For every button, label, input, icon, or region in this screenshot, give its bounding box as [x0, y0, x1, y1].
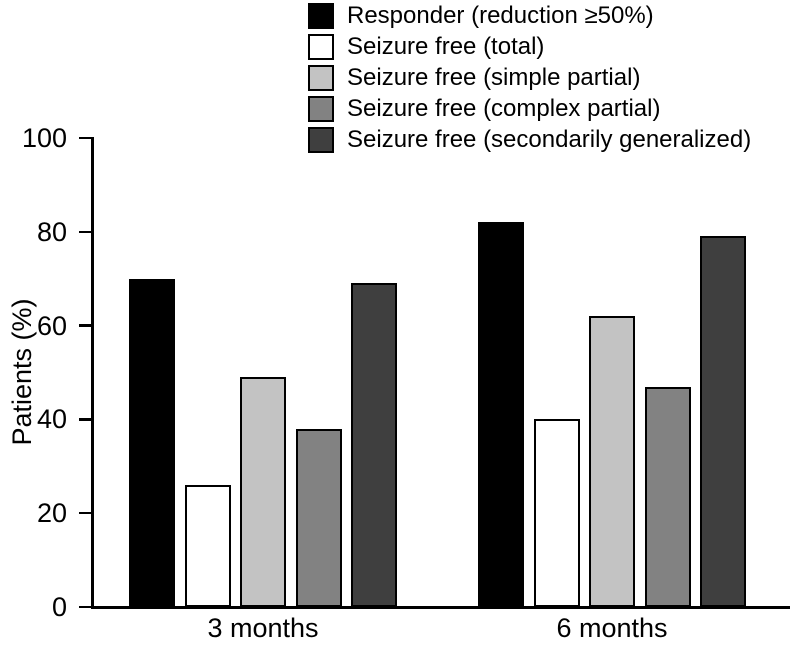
legend-label: Responder (reduction ≥50%): [347, 2, 654, 29]
legend-item: Seizure free (complex partial): [308, 96, 751, 122]
bar-3-months-series-1: [129, 278, 175, 607]
bar-3-months-series-4: [295, 428, 342, 607]
bar-6-months-series-2: [533, 419, 580, 607]
x-axis-category-label: 3 months: [207, 613, 319, 643]
legend-swatch-1: [308, 3, 334, 29]
legend-swatch-2: [308, 34, 334, 60]
legend-label: Seizure free (secondarily generalized): [347, 126, 752, 153]
chart-legend: Responder (reduction ≥50%) Seizure free (…: [308, 3, 751, 153]
y-tick-mark: [79, 324, 92, 327]
legend-swatch-5: [308, 127, 334, 153]
y-tick-label: 80: [36, 216, 67, 247]
x-axis-category-label: 6 months: [556, 613, 668, 643]
legend-swatch-3: [308, 65, 334, 91]
y-tick-label: 0: [51, 592, 67, 622]
bar-3-months-series-2: [184, 485, 231, 607]
legend-label: Seizure free (simple partial): [347, 64, 641, 91]
legend-label: Seizure free (complex partial): [347, 95, 661, 122]
bar-6-months-series-3: [589, 316, 635, 607]
y-tick-mark: [79, 511, 92, 515]
legend-item: Seizure free (simple partial): [308, 65, 751, 91]
bar-6-months-series-4: [644, 386, 691, 607]
y-tick-mark: [79, 136, 92, 140]
legend-item: Responder (reduction ≥50%): [308, 3, 751, 29]
y-axis-title: Patients (%): [7, 298, 37, 446]
y-tick-label: 40: [36, 404, 67, 435]
bar-3-months-series-3: [240, 377, 286, 607]
y-tick-mark: [79, 605, 92, 609]
y-tick-label: 20: [36, 498, 67, 529]
bar-3-months-series-5: [351, 283, 397, 607]
x-axis-line: [91, 605, 790, 609]
bar-6-months-series-5: [700, 236, 746, 607]
y-tick-mark: [79, 230, 92, 234]
y-tick-mark: [79, 418, 92, 421]
legend-item: Seizure free (secondarily generalized): [308, 127, 751, 153]
y-tick-label: 60: [36, 310, 67, 341]
legend-label: Seizure free (total): [347, 33, 545, 60]
legend-item: Seizure free (total): [308, 34, 751, 60]
y-axis-line: [91, 137, 94, 608]
legend-swatch-4: [308, 96, 334, 122]
y-tick-label: 100: [21, 123, 67, 153]
bar-6-months-series-1: [478, 222, 524, 607]
